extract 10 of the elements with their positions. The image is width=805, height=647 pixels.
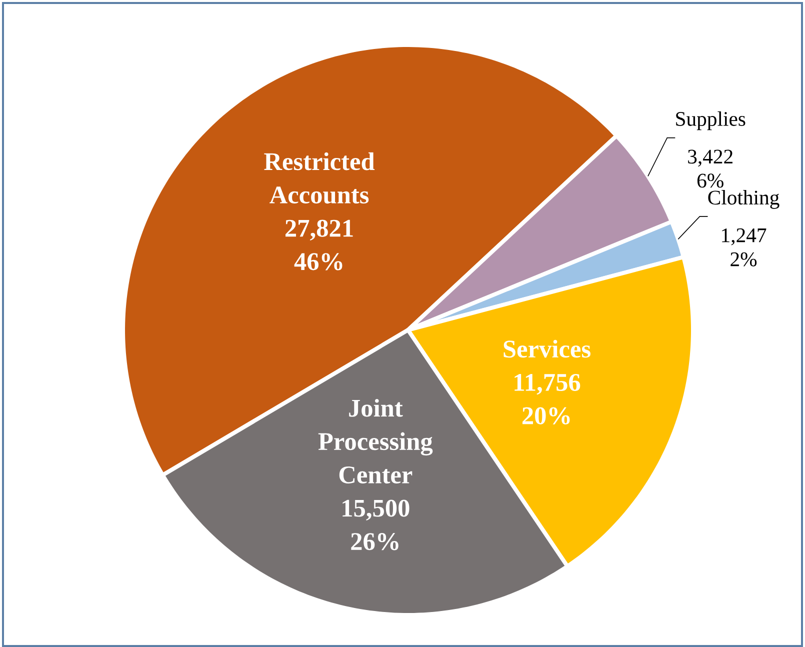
slice-label: Services xyxy=(504,340,590,358)
data-label: 1,247 2% xyxy=(722,228,766,266)
data-label: 11,756 20% xyxy=(514,374,580,424)
slice-label: Clothing xyxy=(708,190,780,209)
slice-label: Supplies xyxy=(676,111,746,130)
data-label: 3,422 6% xyxy=(688,150,732,188)
data-label: 15,500 26% xyxy=(342,500,410,550)
slice-label: Restricted Accounts xyxy=(264,152,375,204)
slice-label: Joint Processing Center xyxy=(318,398,433,484)
data-label: 27,821 46% xyxy=(286,220,353,270)
